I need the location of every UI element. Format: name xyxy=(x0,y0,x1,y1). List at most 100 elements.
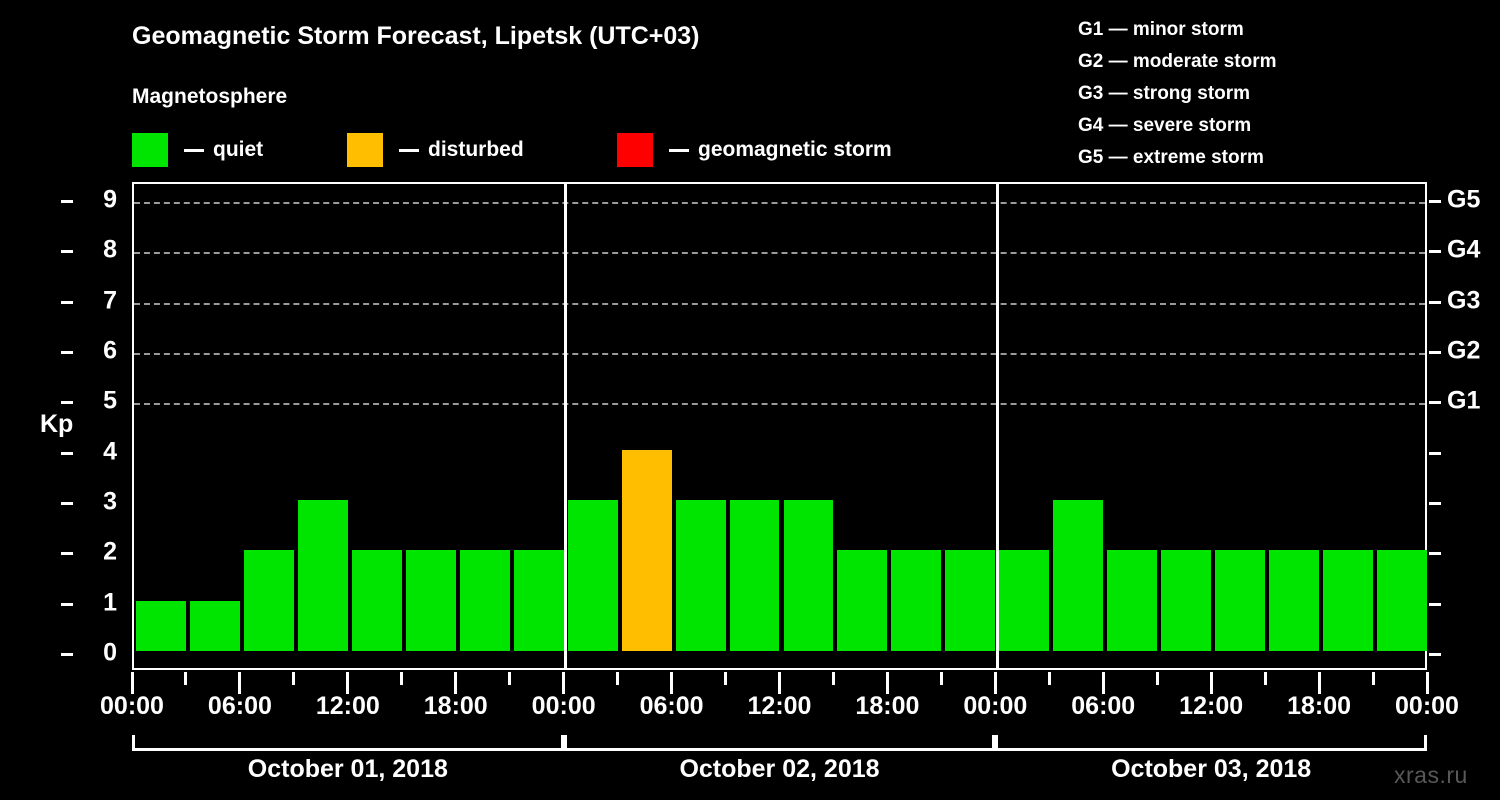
quiet-legend: quiet xyxy=(132,133,263,167)
disturbed-legend-text: disturbed xyxy=(428,138,524,161)
day-label: October 01, 2018 xyxy=(247,755,448,783)
day-bracket xyxy=(995,735,1427,751)
y-axis-right-label-g4: G4 xyxy=(1447,235,1481,264)
bar xyxy=(1323,550,1374,651)
bar xyxy=(621,449,672,651)
bar xyxy=(297,500,348,651)
bar xyxy=(351,550,402,651)
x-axis-tick-mark xyxy=(346,672,350,694)
disturbed-legend: disturbed xyxy=(347,133,524,167)
x-axis-tick-mark xyxy=(1371,672,1375,685)
y-axis-right-tick-mark xyxy=(1429,351,1441,354)
x-axis-tick-mark xyxy=(939,672,943,685)
x-axis-tick-mark xyxy=(184,672,188,685)
bar xyxy=(405,550,456,651)
x-axis-tick-mark xyxy=(454,672,458,694)
g-legend-row-g3: G3 — strong storm xyxy=(1078,83,1251,104)
x-axis-tick-mark xyxy=(1101,672,1105,694)
x-axis-tick-mark xyxy=(1155,672,1159,685)
x-axis-tick-mark xyxy=(885,672,889,694)
y-axis-right-tick-mark xyxy=(1429,502,1441,505)
y-axis-tick-label-9: 9 xyxy=(103,185,117,214)
y-axis-tick-mark xyxy=(61,602,73,606)
y-axis-tick-label-3: 3 xyxy=(103,487,117,516)
y-axis-right-tick-mark xyxy=(1429,653,1441,656)
day-separator xyxy=(564,184,568,668)
x-axis-tick-mark xyxy=(724,672,728,685)
legend-dash-icon xyxy=(184,148,204,152)
y-axis-right-label-g3: G3 xyxy=(1447,286,1481,315)
x-axis-tick-mark xyxy=(400,672,404,685)
x-axis-tick-label: 06:00 xyxy=(1071,692,1136,720)
plot-inner xyxy=(134,184,1427,668)
x-axis-tick-mark xyxy=(292,672,296,685)
bar xyxy=(1107,550,1158,651)
y-axis-right-tick-mark xyxy=(1429,451,1441,455)
day-separator xyxy=(995,184,999,668)
y-axis-tick-label-0: 0 xyxy=(103,638,117,667)
x-axis-tick-mark xyxy=(130,672,134,694)
y-axis-right-tick-mark xyxy=(1429,300,1441,304)
x-axis-tick-mark xyxy=(993,672,997,694)
watermark: xras.ru xyxy=(1394,762,1468,788)
y-axis-right-tick-mark xyxy=(1429,552,1441,556)
bar xyxy=(729,500,780,651)
y-axis-tick-mark xyxy=(61,300,73,304)
x-axis-tick-mark xyxy=(670,672,674,694)
gridline-kp-9 xyxy=(134,202,1425,204)
x-axis-tick-label: 18:00 xyxy=(855,692,920,720)
storm-legend-swatch xyxy=(617,133,653,167)
x-axis-tick-label: 06:00 xyxy=(639,692,704,720)
x-axis-tick-mark xyxy=(508,672,512,685)
bar xyxy=(891,550,942,651)
y-axis-tick-mark xyxy=(61,653,73,656)
gridline-kp-6 xyxy=(134,353,1425,355)
y-axis-tick-label-4: 4 xyxy=(103,437,117,466)
bar xyxy=(837,550,888,651)
y-axis-tick-label-8: 8 xyxy=(103,235,117,264)
storm-legend-text: geomagnetic storm xyxy=(698,138,892,161)
bar xyxy=(1269,550,1320,651)
x-axis-tick-label: 12:00 xyxy=(1179,692,1244,720)
bar xyxy=(675,500,726,651)
y-axis-right-tick-mark xyxy=(1429,200,1441,203)
y-axis-tick-label-5: 5 xyxy=(103,386,117,415)
y-axis-right-tick-mark xyxy=(1429,602,1441,606)
gridline-kp-5 xyxy=(134,403,1425,406)
bar xyxy=(513,550,564,651)
gridline-kp-7 xyxy=(134,302,1425,305)
disturbed-legend-swatch xyxy=(347,133,383,167)
y-axis-title: Kp xyxy=(40,410,74,438)
gridline-kp-8 xyxy=(134,252,1425,255)
y-axis-tick-mark xyxy=(61,552,73,556)
y-axis-tick-label-1: 1 xyxy=(103,588,117,617)
x-axis-tick-label: 00:00 xyxy=(963,692,1028,720)
x-axis-tick-label: 12:00 xyxy=(747,692,812,720)
x-axis-tick-label: 06:00 xyxy=(207,692,272,720)
bar xyxy=(1215,550,1266,651)
g-legend-row-g5: G5 — extreme storm xyxy=(1078,147,1264,168)
bar xyxy=(1377,550,1427,651)
storm-legend: geomagnetic storm xyxy=(617,133,892,167)
g-legend-row-g1: G1 — minor storm xyxy=(1078,19,1244,40)
x-axis-tick-label: 12:00 xyxy=(315,692,380,720)
day-bracket xyxy=(563,735,996,751)
bar xyxy=(1161,550,1212,651)
x-axis-tick-mark xyxy=(238,672,242,694)
page-title: Geomagnetic Storm Forecast, Lipetsk (UTC… xyxy=(132,22,700,50)
g-legend-row-g4: G4 — severe storm xyxy=(1078,115,1252,136)
bar xyxy=(243,550,294,651)
x-axis-tick-label: 00:00 xyxy=(100,692,164,720)
bar xyxy=(999,550,1050,651)
y-axis-right-label-g2: G2 xyxy=(1447,336,1481,365)
x-axis-tick-label: 00:00 xyxy=(1395,692,1459,720)
y-axis-right-label-g5: G5 xyxy=(1447,185,1481,214)
y-axis-right-tick-mark xyxy=(1429,401,1441,405)
y-axis-right-tick-mark xyxy=(1429,250,1441,254)
x-axis-tick-mark xyxy=(1317,672,1321,694)
legend-dash-icon xyxy=(399,148,419,152)
magnetosphere-label: Magnetosphere xyxy=(132,85,288,108)
y-axis-right-label-g1: G1 xyxy=(1447,386,1481,415)
x-axis-tick-mark xyxy=(1263,672,1267,685)
y-axis-tick-label-6: 6 xyxy=(103,336,117,365)
